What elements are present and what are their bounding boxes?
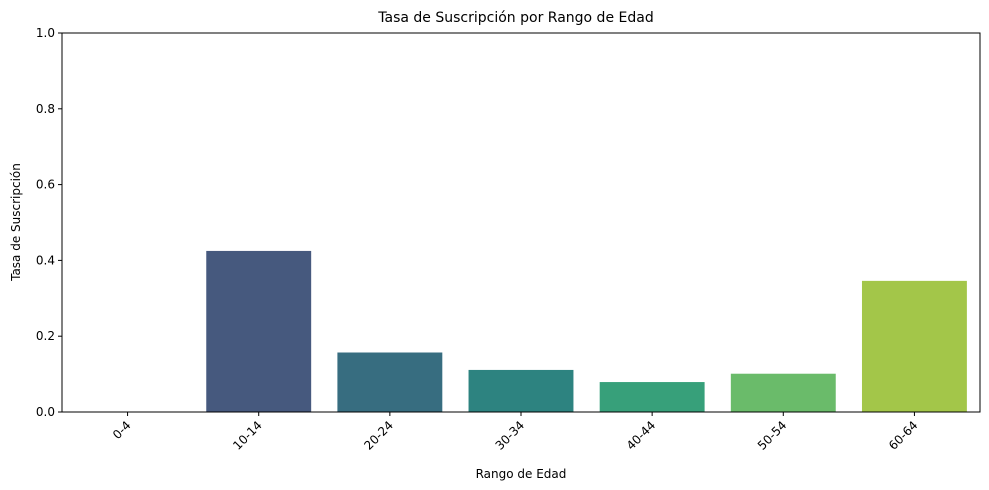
bar-10-14	[206, 250, 312, 412]
y-tick-label: 0.2	[36, 329, 55, 343]
bar-60-64	[861, 280, 967, 412]
y-axis-ticks: 0.0 0.2 0.4 0.6 0.8 1.0	[36, 26, 62, 419]
y-axis-label: Tasa de Suscripción	[9, 163, 23, 282]
bar-40-44	[599, 382, 705, 412]
bar-20-24	[337, 352, 443, 412]
bar-30-34	[468, 369, 574, 412]
y-tick-label: 0.0	[36, 405, 55, 419]
plot-frame	[61, 32, 981, 413]
y-tick-label: 0.4	[36, 253, 55, 267]
y-tick-label: 0.8	[36, 102, 55, 116]
chart-title: Tasa de Suscripción por Rango de Edad	[377, 10, 653, 26]
x-tick-label: 30-34	[493, 418, 528, 453]
x-tick-label: 0-4	[110, 418, 134, 442]
x-tick-label: 10-14	[230, 418, 265, 453]
x-tick-label: 20-24	[361, 418, 396, 453]
x-axis-ticks: 0-4 10-14 20-24 30-34 40-44 50-54 60-64	[110, 412, 921, 453]
bars-group	[206, 250, 967, 412]
bar-50-54	[730, 373, 836, 412]
x-tick-label: 50-54	[755, 418, 790, 453]
x-tick-label: 40-44	[624, 418, 659, 453]
x-axis-label: Rango de Edad	[476, 467, 567, 481]
y-tick-label: 0.6	[36, 178, 55, 192]
y-tick-label: 1.0	[36, 26, 55, 40]
x-tick-label: 60-64	[886, 418, 921, 453]
